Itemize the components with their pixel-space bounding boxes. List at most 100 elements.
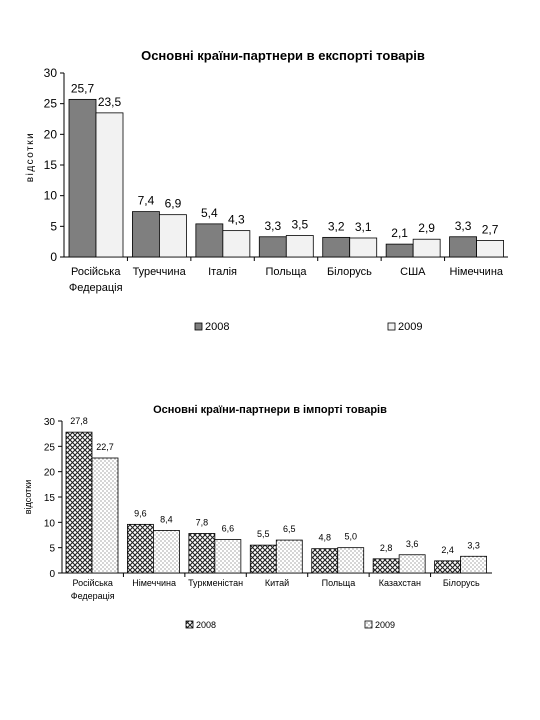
bar-2008-5 — [311, 548, 339, 574]
data-label: 2,7 — [482, 222, 499, 236]
y-tick-label: 10 — [44, 518, 56, 529]
legend-swatch-2009 — [364, 620, 373, 629]
bar-2008-1 — [65, 431, 93, 574]
bar-2008-4 — [258, 236, 287, 258]
legend-label-2008: 2008 — [196, 620, 216, 630]
y-tick-label: 0 — [50, 250, 57, 264]
legend-label-2009: 2009 — [398, 321, 422, 333]
category-label: Польща — [265, 266, 307, 278]
y-tick-label: 15 — [44, 493, 56, 504]
bar-2008-3 — [195, 223, 224, 258]
category-label: Туреччина — [133, 266, 187, 278]
import-chart: Основні країни-партнери в імпорті товарі… — [23, 404, 492, 630]
data-label: 3,1 — [355, 220, 372, 234]
data-label: 3,3 — [467, 540, 480, 550]
bar-2008-5 — [322, 236, 351, 258]
y-axis-label: відсотки — [25, 132, 36, 182]
export-chart: Основні країни-партнери в експорті товар… — [25, 48, 508, 333]
chart-title: Основні країни-партнери в експорті товар… — [141, 48, 425, 63]
category-label: США — [400, 266, 426, 278]
category-label: Туркменістан — [188, 578, 243, 588]
data-label: 3,5 — [291, 218, 308, 232]
data-label: 5,0 — [344, 532, 357, 542]
data-label: 2,9 — [418, 221, 435, 235]
y-tick-label: 0 — [49, 569, 55, 580]
bar-2008-7 — [449, 236, 477, 258]
data-label: 8,4 — [160, 514, 173, 524]
category-label: Польща — [322, 578, 356, 588]
bar-2009-7 — [460, 555, 487, 574]
bar-2009-4 — [275, 539, 303, 574]
chart-title: Основні країни-партнери в імпорті товарі… — [153, 404, 387, 416]
bar-2009-6 — [398, 554, 426, 574]
category-label: Китай — [265, 578, 289, 588]
bar-2008-6 — [372, 558, 400, 574]
data-label: 25,7 — [71, 81, 95, 95]
category-label: Російська — [71, 266, 121, 278]
data-label: 6,5 — [283, 524, 296, 534]
data-label: 6,9 — [165, 197, 182, 211]
category-label: Німеччина — [132, 578, 176, 588]
y-tick-label: 5 — [49, 544, 55, 555]
category-label: Федерація — [71, 591, 115, 601]
category-label: Федерація — [69, 282, 123, 294]
data-label: 6,6 — [222, 524, 235, 534]
data-label: 2,4 — [441, 545, 454, 555]
bar-2008-3 — [188, 533, 216, 574]
category-label: Білорусь — [443, 578, 480, 588]
data-label: 5,5 — [257, 529, 270, 539]
bar-2009-2 — [153, 530, 180, 574]
y-axis-label: відсотки — [23, 480, 33, 515]
category-label: Російська — [72, 578, 112, 588]
bar-2008-1 — [68, 98, 97, 258]
legend-label-2008: 2008 — [205, 321, 229, 333]
data-label: 4,3 — [228, 213, 245, 227]
category-label: Німеччина — [450, 266, 504, 278]
data-label: 4,8 — [318, 533, 331, 543]
data-label: 7,4 — [138, 194, 155, 208]
data-label: 3,3 — [455, 219, 472, 233]
y-tick-label: 5 — [50, 219, 57, 233]
y-tick-label: 30 — [44, 66, 58, 80]
bar-2008-6 — [385, 243, 414, 258]
bar-2009-5 — [349, 237, 378, 258]
bar-2008-2 — [132, 211, 160, 258]
data-label: 22,7 — [96, 442, 114, 452]
y-tick-label: 20 — [44, 127, 58, 141]
data-label: 2,8 — [380, 543, 393, 553]
y-tick-label: 20 — [44, 468, 56, 479]
data-label: 5,4 — [201, 206, 218, 220]
legend-swatch-2008 — [185, 620, 194, 629]
category-label: Італія — [208, 266, 237, 278]
data-label: 3,6 — [406, 539, 419, 549]
bar-2009-3 — [222, 230, 251, 258]
legend-swatch-2008 — [194, 322, 203, 331]
data-label: 2,1 — [391, 226, 408, 240]
bar-2008-2 — [127, 523, 154, 574]
data-label: 23,5 — [98, 95, 122, 109]
bar-2009-1 — [91, 457, 119, 574]
legend-swatch-2009 — [387, 322, 396, 331]
data-label: 3,2 — [328, 219, 345, 233]
y-tick-label: 15 — [44, 158, 58, 172]
legend-label-2009: 2009 — [375, 620, 395, 630]
data-label: 27,8 — [70, 416, 88, 426]
bar-2009-7 — [476, 240, 504, 258]
bar-2009-6 — [412, 238, 441, 258]
category-label: Казахстан — [379, 578, 421, 588]
bar-2008-4 — [249, 544, 277, 574]
data-label: 3,3 — [264, 219, 281, 233]
bar-2008-7 — [434, 560, 461, 574]
y-tick-label: 25 — [44, 97, 58, 111]
y-tick-label: 25 — [44, 442, 56, 453]
y-tick-label: 30 — [44, 417, 56, 428]
data-label: 9,6 — [134, 508, 147, 518]
bar-2009-1 — [95, 112, 124, 258]
bar-2009-4 — [285, 235, 314, 258]
category-label: Білорусь — [327, 266, 372, 278]
y-tick-label: 10 — [44, 189, 58, 203]
bar-2009-2 — [159, 214, 187, 258]
data-label: 7,8 — [196, 517, 209, 527]
bar-2009-5 — [337, 547, 365, 574]
